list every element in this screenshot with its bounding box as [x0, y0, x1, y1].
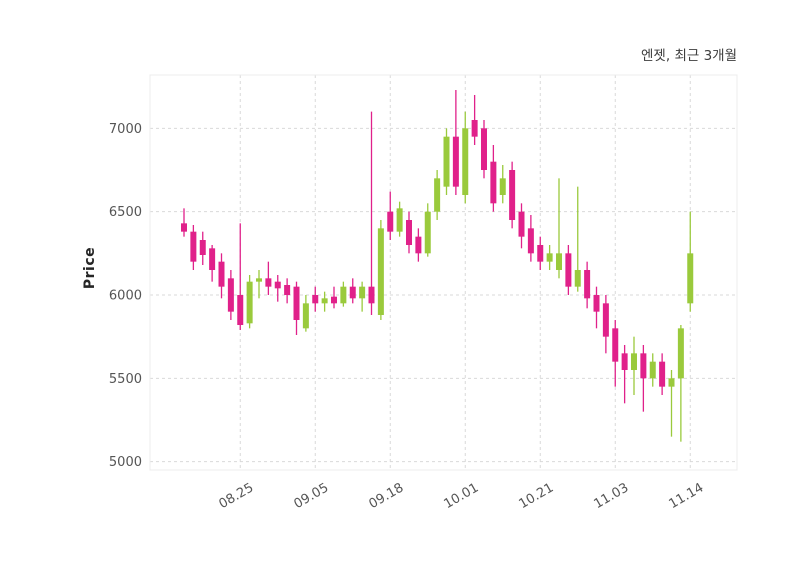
candle-body-up — [574, 270, 581, 287]
y-tick-label: 6000 — [109, 289, 142, 304]
candle-body-up — [668, 378, 675, 387]
candle-body-up — [556, 253, 562, 270]
x-tick-label: 11.14 — [667, 480, 707, 512]
candle-body-down — [602, 303, 609, 337]
x-tick-label: 10.21 — [517, 480, 557, 512]
candle-body-up — [631, 353, 637, 370]
y-tick-label: 5500 — [109, 372, 142, 387]
y-tick-label: 6500 — [109, 205, 142, 220]
candle-body-down — [349, 286, 356, 299]
candle-body-down — [527, 228, 534, 254]
candle-body-up — [340, 286, 347, 304]
x-tick-label: 10.01 — [442, 480, 482, 512]
y-tick-label: 7000 — [109, 122, 142, 137]
candle-body-down — [218, 261, 225, 287]
candle-body-down — [518, 211, 525, 237]
x-tick-label: 09.18 — [367, 480, 407, 512]
candle-body-down — [190, 231, 197, 262]
candle-body-down — [237, 295, 244, 325]
candle-body-down — [199, 240, 206, 255]
candle-body-down — [537, 245, 544, 262]
candle-body-up — [396, 208, 403, 232]
candle-body-down — [481, 128, 487, 170]
candle-body-down — [584, 270, 591, 299]
candle-body-down — [181, 223, 187, 232]
candle-body-down — [284, 285, 291, 295]
candle-body-up — [424, 211, 431, 254]
y-tick-label: 5000 — [109, 455, 142, 470]
candle-body-up — [499, 178, 506, 195]
x-tick-label: 08.25 — [217, 480, 257, 512]
candle-body-down — [471, 120, 478, 137]
candle-body-down — [452, 136, 459, 187]
candle-body-down — [406, 220, 412, 245]
candle-body-down — [509, 170, 516, 220]
candle-body-down — [312, 295, 319, 304]
candle-body-up — [443, 136, 450, 187]
candle-body-down — [274, 281, 281, 289]
chart-title: 엔젯, 최근 3개월 — [641, 48, 737, 64]
candle-body-up — [677, 328, 684, 379]
x-tick-label: 11.03 — [592, 480, 632, 512]
candle-body-up — [377, 228, 384, 315]
candle-body-down — [293, 286, 300, 320]
candle-body-down — [368, 286, 375, 304]
candle-body-down — [415, 236, 422, 254]
candle-body-down — [490, 161, 497, 204]
candle-body-up — [687, 253, 694, 304]
candle-body-up — [546, 253, 553, 262]
candle-body-up — [321, 298, 328, 304]
plot-border — [149, 74, 738, 471]
candle-body-down — [387, 211, 394, 232]
candle-body-up — [246, 281, 253, 324]
candle-body-up — [302, 303, 309, 329]
candle-body-down — [227, 278, 234, 312]
candle-body-up — [649, 361, 656, 379]
candle-body-down — [331, 296, 337, 304]
candle-body-up — [359, 286, 366, 299]
candle-body-up — [256, 278, 262, 282]
candle-body-down — [593, 295, 600, 312]
candle-body-up — [434, 178, 441, 212]
candle-body-down — [612, 328, 619, 362]
candle-body-down — [265, 278, 272, 287]
candle-body-down — [621, 353, 628, 370]
candle-body-down — [640, 353, 647, 379]
x-tick-label: 09.05 — [292, 480, 332, 512]
candle-body-down — [209, 248, 216, 270]
candle-body-down — [659, 361, 666, 387]
candle-body-up — [462, 128, 469, 195]
candle-body-down — [565, 253, 572, 287]
